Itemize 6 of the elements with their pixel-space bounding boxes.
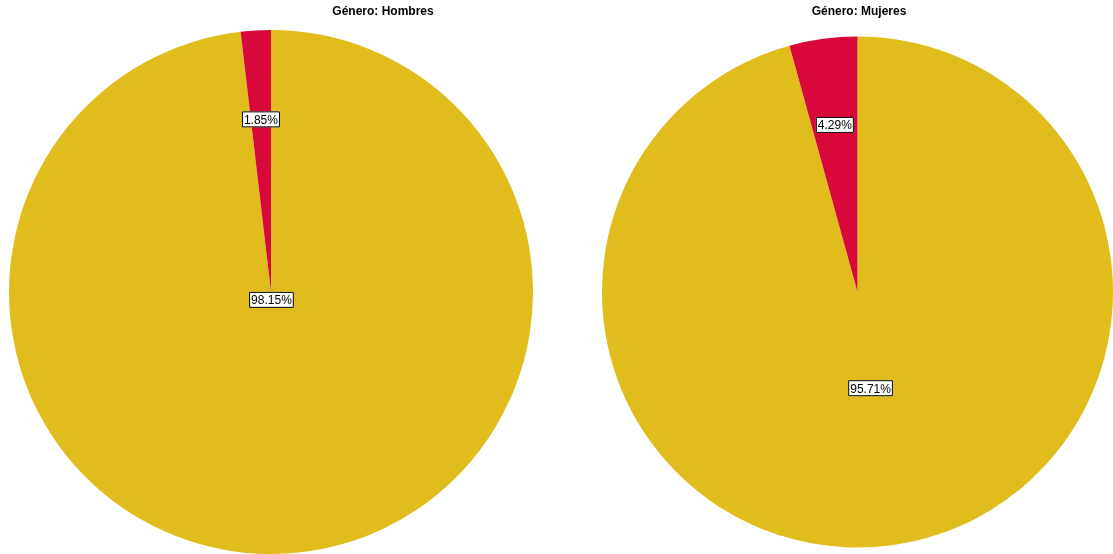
data-label: 95.71% (850, 381, 892, 396)
data-label: 98.15% (251, 293, 293, 308)
data-label: 1.85% (243, 112, 279, 127)
data-label: 4.29% (817, 118, 853, 133)
chart-title: Género: Mujeres (811, 4, 907, 18)
chart-title: Género: Hombres (332, 4, 434, 18)
